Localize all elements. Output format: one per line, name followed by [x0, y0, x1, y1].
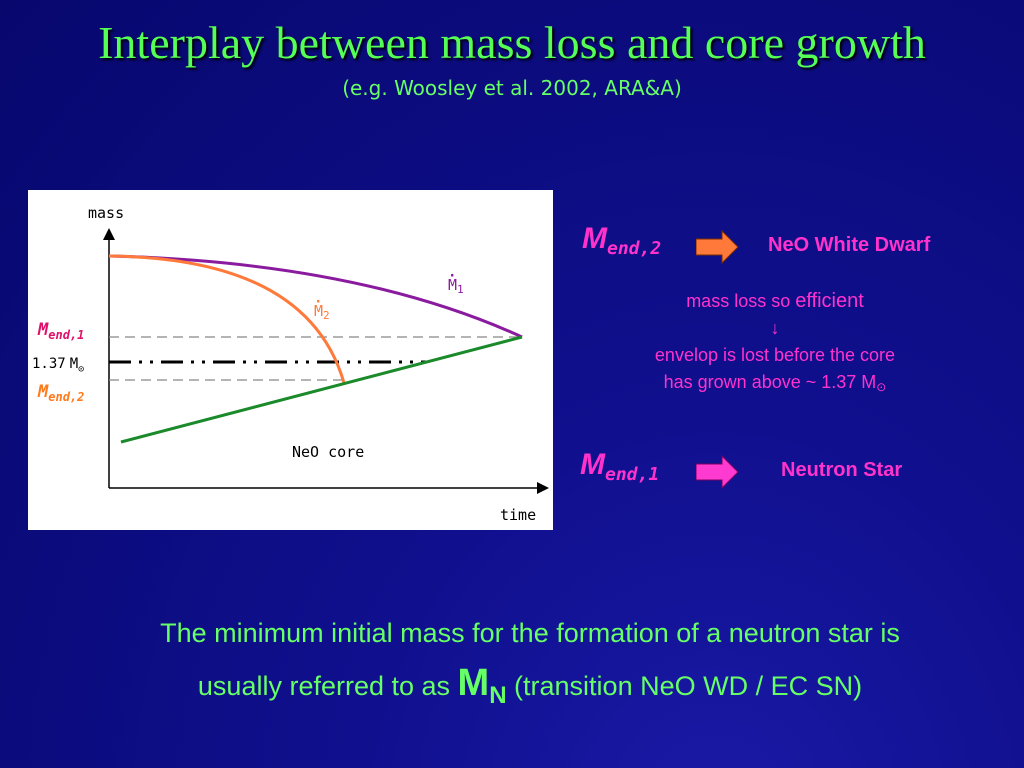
- note-line-2: envelop is lost before the core: [654, 345, 896, 365]
- slide-title: Interplay between mass loss and core gro…: [98, 17, 926, 68]
- mend2-label: Mend,2: [37, 382, 84, 404]
- mend1-label: Mend,1: [37, 320, 84, 342]
- core-label: NeO core: [292, 443, 364, 461]
- mass-loss-note: mass loss so efficient ↓ envelop is lost…: [590, 288, 960, 401]
- outcome-mend1: Mend,1: [580, 448, 659, 485]
- mend1-symbol: M: [580, 448, 605, 481]
- conclusion-text: The minimum initial mass for the formati…: [40, 608, 1020, 721]
- right-arrow-icon: [696, 229, 739, 265]
- mdot2-curve: [108, 254, 346, 384]
- mn-symbol: M: [457, 662, 490, 704]
- y-axis-label: mass: [88, 204, 124, 222]
- mass-time-diagram: mass time · M1 · M2 Mend,1 1.37 M⊙ Mend,2…: [32, 204, 549, 524]
- white-dwarf-label: NeO White Dwarf: [768, 234, 931, 256]
- mn-subscript: N: [489, 682, 507, 709]
- mdot1-curve: [108, 254, 523, 339]
- conclusion-line-1: The minimum initial mass for the formati…: [160, 618, 900, 648]
- core-growth-line: [120, 335, 523, 444]
- threshold-label: 1.37 M⊙: [32, 356, 84, 375]
- note-line-1: mass loss so efficient: [686, 290, 864, 312]
- mend2-subscript: end,2: [607, 238, 662, 259]
- mend2-symbol: M: [582, 222, 607, 255]
- conclusion-line-2: usually referred to as MN (transition Ne…: [197, 662, 863, 709]
- note-line-3: has grown above ~ 1.37 M⊙: [663, 372, 887, 394]
- x-axis-label: time: [500, 506, 536, 524]
- down-arrow-icon: ↓: [770, 318, 780, 338]
- mdot1-label: · M1: [448, 266, 465, 296]
- right-arrow-icon: [696, 454, 739, 490]
- diagram-panel: mass time · M1 · M2 Mend,1 1.37 M⊙ Mend,2…: [28, 190, 553, 530]
- slide-subtitle: (e.g. Woosley et al. 2002, ARA&A): [342, 76, 682, 100]
- mdot2-label: · M2: [314, 292, 331, 322]
- mend1-subscript: end,1: [605, 464, 660, 485]
- neutron-star-label: Neutron Star: [781, 459, 903, 481]
- outcome-mend2: Mend,2: [582, 222, 661, 259]
